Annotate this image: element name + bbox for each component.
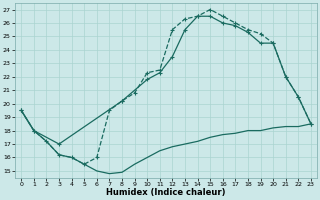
- X-axis label: Humidex (Indice chaleur): Humidex (Indice chaleur): [106, 188, 226, 197]
